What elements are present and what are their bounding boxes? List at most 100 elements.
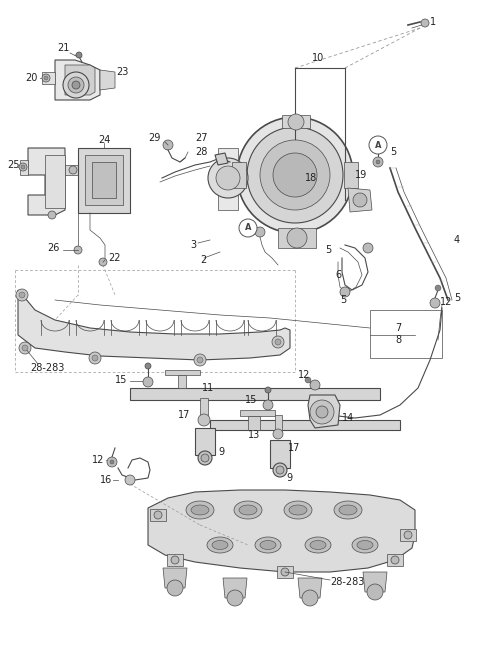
Circle shape bbox=[247, 127, 343, 223]
Text: 20: 20 bbox=[25, 73, 37, 83]
Text: 5: 5 bbox=[325, 245, 331, 255]
Polygon shape bbox=[344, 162, 358, 188]
Bar bbox=[130, 388, 380, 400]
Circle shape bbox=[107, 457, 117, 467]
Circle shape bbox=[430, 298, 440, 308]
Circle shape bbox=[288, 114, 304, 130]
Circle shape bbox=[369, 136, 387, 154]
Circle shape bbox=[19, 163, 27, 171]
Circle shape bbox=[154, 511, 162, 519]
Polygon shape bbox=[150, 509, 166, 521]
Polygon shape bbox=[65, 65, 95, 95]
Text: 1: 1 bbox=[430, 17, 436, 27]
Ellipse shape bbox=[284, 501, 312, 519]
Circle shape bbox=[72, 81, 80, 89]
Text: 17: 17 bbox=[288, 443, 300, 453]
Polygon shape bbox=[163, 568, 187, 588]
Text: 12: 12 bbox=[92, 455, 104, 465]
Bar bbox=[78, 148, 130, 213]
Circle shape bbox=[305, 377, 311, 383]
Polygon shape bbox=[215, 153, 228, 165]
Circle shape bbox=[198, 414, 210, 426]
Circle shape bbox=[281, 568, 289, 576]
Polygon shape bbox=[55, 60, 100, 100]
Text: 28-283: 28-283 bbox=[30, 363, 64, 373]
Text: 25: 25 bbox=[7, 160, 20, 170]
Circle shape bbox=[69, 166, 77, 174]
Circle shape bbox=[367, 584, 383, 600]
Polygon shape bbox=[270, 440, 290, 468]
Circle shape bbox=[198, 451, 212, 465]
Circle shape bbox=[167, 580, 183, 596]
Circle shape bbox=[74, 246, 82, 254]
Text: 2: 2 bbox=[200, 255, 206, 265]
Text: 18: 18 bbox=[305, 173, 317, 183]
Text: 14: 14 bbox=[342, 413, 354, 423]
Ellipse shape bbox=[255, 537, 281, 553]
Text: 28: 28 bbox=[195, 147, 207, 157]
Circle shape bbox=[76, 52, 82, 58]
Text: 5: 5 bbox=[454, 293, 460, 303]
Text: 22: 22 bbox=[108, 253, 120, 263]
Circle shape bbox=[21, 165, 25, 169]
Text: 24: 24 bbox=[98, 135, 110, 145]
Circle shape bbox=[163, 140, 173, 150]
Polygon shape bbox=[240, 410, 275, 416]
Ellipse shape bbox=[339, 505, 357, 515]
Text: 6: 6 bbox=[335, 270, 341, 280]
Circle shape bbox=[255, 227, 265, 237]
Text: 7: 7 bbox=[395, 323, 401, 333]
Ellipse shape bbox=[352, 537, 378, 553]
Circle shape bbox=[16, 289, 28, 301]
Text: 8: 8 bbox=[395, 335, 401, 345]
Text: 23: 23 bbox=[116, 67, 128, 77]
Circle shape bbox=[263, 400, 273, 410]
Text: A: A bbox=[375, 140, 381, 149]
Polygon shape bbox=[148, 490, 415, 572]
Polygon shape bbox=[218, 148, 238, 210]
Polygon shape bbox=[28, 148, 65, 215]
Text: 17: 17 bbox=[178, 410, 191, 420]
Polygon shape bbox=[100, 70, 115, 90]
Circle shape bbox=[208, 158, 248, 198]
Circle shape bbox=[287, 228, 307, 248]
Polygon shape bbox=[400, 529, 416, 541]
Circle shape bbox=[42, 74, 50, 82]
Circle shape bbox=[275, 339, 281, 345]
Text: 19: 19 bbox=[355, 170, 367, 180]
Circle shape bbox=[316, 406, 328, 418]
Ellipse shape bbox=[234, 501, 262, 519]
Circle shape bbox=[310, 400, 334, 424]
Circle shape bbox=[272, 336, 284, 348]
Circle shape bbox=[404, 531, 412, 539]
Circle shape bbox=[391, 556, 399, 564]
Polygon shape bbox=[248, 416, 260, 430]
Circle shape bbox=[260, 140, 330, 210]
Polygon shape bbox=[178, 375, 186, 388]
Text: A: A bbox=[245, 224, 251, 233]
Polygon shape bbox=[275, 415, 282, 432]
Text: 9: 9 bbox=[218, 447, 224, 457]
Circle shape bbox=[273, 463, 287, 477]
Text: 27: 27 bbox=[195, 133, 207, 143]
Polygon shape bbox=[200, 398, 208, 418]
Ellipse shape bbox=[289, 505, 307, 515]
Circle shape bbox=[110, 460, 114, 464]
Text: 28-283: 28-283 bbox=[330, 577, 364, 587]
Circle shape bbox=[302, 590, 318, 606]
Circle shape bbox=[197, 357, 203, 363]
Circle shape bbox=[125, 475, 135, 485]
Text: 15: 15 bbox=[245, 395, 257, 405]
Circle shape bbox=[145, 363, 151, 369]
Circle shape bbox=[89, 352, 101, 364]
Polygon shape bbox=[45, 155, 65, 208]
Text: 9: 9 bbox=[286, 473, 292, 483]
Circle shape bbox=[265, 387, 271, 393]
Circle shape bbox=[237, 117, 353, 233]
Polygon shape bbox=[42, 72, 55, 84]
Text: 12: 12 bbox=[440, 297, 452, 307]
Circle shape bbox=[363, 243, 373, 253]
Polygon shape bbox=[298, 578, 322, 598]
Ellipse shape bbox=[212, 541, 228, 550]
Circle shape bbox=[421, 19, 429, 27]
